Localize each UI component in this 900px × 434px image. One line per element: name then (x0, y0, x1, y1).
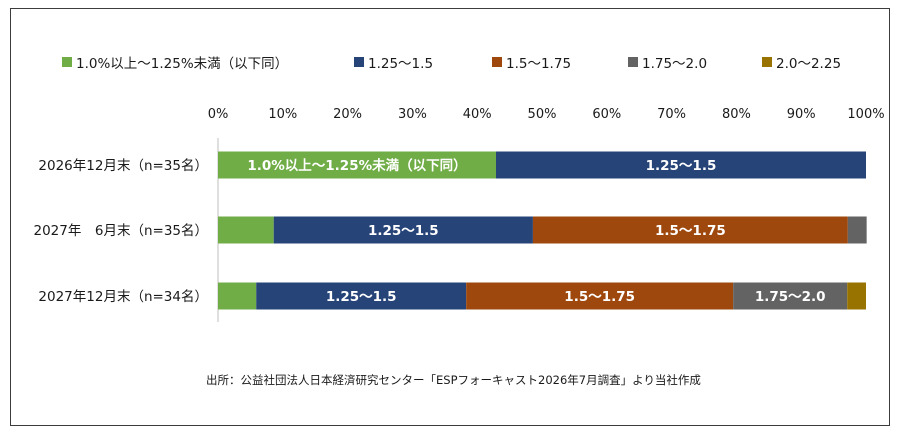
x-tick-label: 30% (398, 107, 427, 122)
legend-item-4: 1.75～2.0 (628, 52, 707, 72)
legend-item-5: 2.0～2.25 (762, 52, 841, 72)
bar-data-label: 1.25～1.5 (326, 289, 397, 305)
chart-legend: 1.0%以上～1.25%未満（以下同） 1.25～1.5 1.5～1.75 1.… (62, 52, 882, 72)
legend-label-5: 2.0～2.25 (776, 56, 842, 72)
legend-item-1: 1.0%以上～1.25%未満（以下同） (62, 52, 288, 72)
bar-data-label: 1.75～2.0 (755, 289, 826, 305)
bar-data-label: 1.0%以上～1.25%未満（以下同） (247, 157, 466, 174)
legend-label-1: 1.0%以上～1.25%未満（以下同） (76, 56, 289, 72)
bar-segment (218, 216, 274, 244)
legend-swatch-3 (492, 57, 502, 67)
x-axis-ticks: 0% 10% 20% 30% 40% 50% 60% 70% 80% 90% 100% (208, 107, 885, 122)
x-tick-label: 100% (847, 107, 884, 122)
legend-item-3: 1.5～1.75 (492, 52, 571, 72)
x-tick-label: 0% (208, 107, 229, 122)
bar-segment (218, 151, 496, 179)
x-tick-label: 90% (787, 107, 816, 122)
bar-segment (847, 282, 866, 310)
legend-swatch-5 (762, 57, 772, 67)
x-tick-label: 80% (722, 107, 751, 122)
category-label: 2026年12月末（n=35名） (38, 158, 208, 174)
x-tick-label: 60% (592, 107, 621, 122)
bar-data-label: 1.5～1.75 (564, 289, 635, 305)
bar-data-label: 1.25～1.5 (646, 158, 717, 174)
x-tick-label: 40% (463, 107, 492, 122)
bar-segment (256, 282, 467, 310)
x-tick-label: 70% (657, 107, 686, 122)
source-note: 出所：公益社団法人日本経済研究センター「ESPフォーキャスト2026年7月調査」… (206, 373, 701, 387)
x-tick-label: 50% (528, 107, 557, 122)
legend-label-3: 1.5～1.75 (506, 56, 572, 72)
category-label: 2027年 6月末（n=35名） (34, 223, 209, 239)
bar-segment (273, 216, 533, 244)
category-labels: 2026年12月末（n=35名） 2027年 6月末（n=35名） 2027年12月… (34, 158, 209, 305)
bar-data-label: 1.25～1.5 (368, 223, 439, 239)
bar-segment (218, 282, 257, 310)
chart-frame (10, 8, 890, 426)
category-label: 2027年12月末（n=34名） (38, 289, 208, 305)
bar-segment (495, 151, 866, 179)
bar-segment (847, 216, 867, 244)
legend-swatch-1 (62, 57, 72, 67)
x-tick-label: 10% (268, 107, 297, 122)
bar-data-label: 1.5～1.75 (655, 223, 726, 239)
bars: 1.0%以上～1.25%未満（以下同） 1.25～1.5 1.25～1.5 1.5～1… (218, 151, 867, 310)
legend-label-4: 1.75～2.0 (642, 56, 708, 72)
x-tick-label: 20% (333, 107, 362, 122)
legend-label-2: 1.25～1.5 (368, 56, 434, 72)
legend-swatch-4 (628, 57, 638, 67)
bar-segment (466, 282, 734, 310)
bar-segment (532, 216, 848, 244)
legend-swatch-2 (354, 57, 364, 67)
bar-segment (733, 282, 848, 310)
legend-item-2: 1.25～1.5 (354, 52, 433, 72)
